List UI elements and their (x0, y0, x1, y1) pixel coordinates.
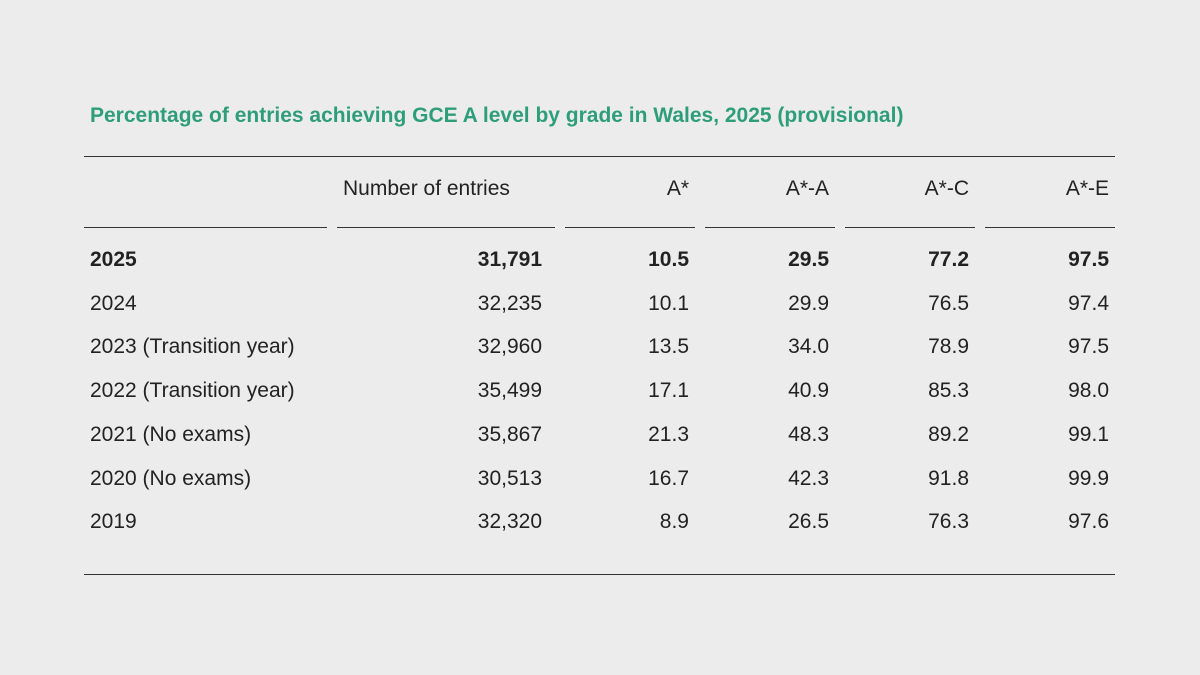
header-underline-a-star-to-a (705, 227, 835, 228)
top-rule (84, 156, 1115, 157)
cell-entries: 32,960 (477, 335, 542, 358)
cell-a-star-to-a: 34.0 (788, 335, 829, 358)
cell-a-star-to-e: 98.0 (1068, 379, 1109, 402)
header-a-star-to-c: A*-C (924, 177, 969, 200)
cell-a-star-to-c: 91.8 (928, 467, 969, 490)
cell-a-star-to-c: 78.9 (928, 335, 969, 358)
cell-a-star-to-c: 76.3 (928, 510, 969, 533)
cell-entries: 35,499 (477, 379, 542, 402)
cell-entries: 35,867 (477, 423, 542, 446)
bottom-rule (84, 574, 1115, 575)
header-a-star: A* (666, 177, 689, 200)
cell-a-star: 21.3 (648, 423, 689, 446)
cell-a-star-to-a: 40.9 (788, 379, 829, 402)
row-label: 2023 (Transition year) (90, 335, 295, 358)
cell-a-star: 10.5 (648, 248, 689, 271)
cell-a-star-to-a: 26.5 (788, 510, 829, 533)
row-label: 2021 (No exams) (90, 423, 252, 446)
cell-a-star-to-e: 99.1 (1068, 423, 1109, 446)
header-underline-entries (337, 227, 555, 228)
table-title: Percentage of entries achieving GCE A le… (90, 104, 904, 127)
cell-entries: 32,235 (477, 292, 542, 315)
cell-a-star: 8.9 (659, 510, 689, 533)
cell-a-star-to-c: 76.5 (928, 292, 969, 315)
cell-a-star: 10.1 (648, 292, 689, 315)
cell-a-star-to-e: 97.4 (1068, 292, 1109, 315)
cell-a-star-to-a: 29.5 (788, 248, 829, 271)
cell-a-star: 13.5 (648, 335, 689, 358)
cell-a-star-to-e: 99.9 (1068, 467, 1109, 490)
cell-a-star-to-a: 42.3 (788, 467, 829, 490)
cell-a-star-to-e: 97.6 (1068, 510, 1109, 533)
header-number-of-entries: Number of entries (343, 177, 510, 200)
cell-a-star-to-e: 97.5 (1068, 335, 1109, 358)
header-underline-label (84, 227, 327, 228)
row-label: 2020 (No exams) (90, 467, 252, 490)
row-label: 2019 (90, 510, 137, 533)
cell-a-star: 17.1 (648, 379, 689, 402)
row-label: 2022 (Transition year) (90, 379, 295, 402)
header-a-star-to-e: A*-E (1065, 177, 1109, 200)
cell-a-star-to-c: 85.3 (928, 379, 969, 402)
header-a-star-to-a: A*-A (785, 177, 829, 200)
cell-a-star-to-a: 48.3 (788, 423, 829, 446)
cell-a-star-to-e: 97.5 (1068, 248, 1109, 271)
cell-entries: 30,513 (477, 467, 542, 490)
cell-entries: 32,320 (477, 510, 542, 533)
header-underline-a-star (565, 227, 695, 228)
cell-a-star-to-c: 89.2 (928, 423, 969, 446)
header-underline-a-star-to-c (845, 227, 975, 228)
cell-a-star: 16.7 (648, 467, 689, 490)
header-underline-a-star-to-e (985, 227, 1115, 228)
row-label: 2024 (90, 292, 137, 315)
cell-a-star-to-a: 29.9 (788, 292, 829, 315)
cell-entries: 31,791 (477, 248, 542, 271)
row-label: 2025 (90, 248, 137, 271)
cell-a-star-to-c: 77.2 (928, 248, 969, 271)
